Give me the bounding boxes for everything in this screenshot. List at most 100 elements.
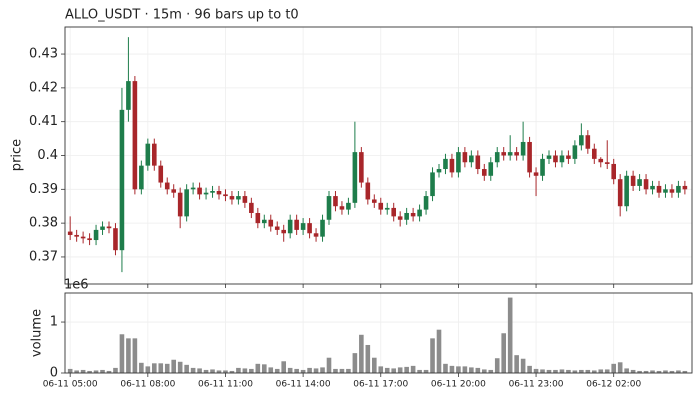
y-tick-label: 0.39 — [29, 182, 58, 197]
candle-body — [74, 234, 79, 237]
volume-bar — [177, 361, 183, 373]
candle-body — [93, 229, 99, 241]
candle-body — [514, 152, 519, 156]
candle-body — [184, 189, 189, 217]
volume-bar — [456, 366, 461, 373]
volume-bar — [113, 367, 118, 373]
candle-body — [139, 165, 144, 190]
candle-body — [527, 141, 532, 173]
candle-body — [274, 226, 280, 230]
volume-bar — [410, 365, 416, 373]
candle-body — [650, 185, 655, 190]
candle-body — [80, 236, 86, 239]
candle-body — [566, 155, 571, 159]
volume-bar — [559, 369, 565, 373]
volume-bar — [300, 369, 306, 373]
candle-body — [216, 191, 222, 195]
y-tick-label: 1 — [50, 315, 58, 330]
volume-bar — [261, 364, 267, 373]
volume-bar — [462, 366, 468, 373]
candle-body — [501, 152, 507, 156]
volume-bar — [676, 370, 681, 373]
volume-bar — [617, 362, 623, 373]
candle-body — [177, 192, 183, 217]
candle-body — [611, 163, 617, 180]
candle-body — [533, 172, 539, 176]
volume-bar — [540, 369, 545, 373]
candle-body — [604, 162, 610, 164]
volume-bar — [268, 367, 274, 373]
volume-bar — [514, 355, 519, 373]
volume-bar — [242, 368, 248, 373]
volume-bar — [443, 363, 448, 373]
x-tick-label: 06-11 20:00 — [431, 380, 486, 390]
volume-bar — [139, 362, 144, 373]
volume-bar — [643, 370, 649, 373]
volume-bar — [223, 370, 228, 373]
volume-bar — [572, 370, 578, 373]
volume-bar — [210, 369, 215, 373]
candle-body — [352, 152, 358, 203]
candle-body — [617, 179, 623, 207]
volume-bar — [591, 370, 597, 373]
volume-bar — [313, 368, 319, 373]
candle-body — [378, 202, 384, 210]
volume-bar — [566, 369, 571, 373]
volume-bar — [449, 365, 455, 373]
volume-bar — [249, 368, 254, 373]
volume-bar — [145, 366, 151, 373]
volume-bar — [630, 369, 636, 373]
volume-bar — [371, 357, 377, 373]
candle-body — [119, 109, 125, 251]
candle-body — [559, 155, 565, 163]
volume-bar — [229, 370, 235, 373]
volume-bar — [579, 369, 584, 373]
volume-bar — [67, 368, 73, 373]
volume-bar — [494, 358, 500, 373]
volume-bar — [507, 297, 513, 373]
volume-bar — [151, 363, 157, 373]
candle-body — [430, 172, 435, 197]
candle-body — [281, 229, 287, 234]
candle-body — [540, 158, 545, 176]
volume-bar — [352, 353, 358, 373]
x-tick-label: 06-11 17:00 — [353, 380, 408, 390]
volume-bar — [74, 370, 79, 373]
volume-bar — [106, 370, 112, 373]
candle-body — [520, 141, 526, 156]
candle-body — [404, 212, 409, 220]
candle-body — [371, 199, 377, 203]
candle-body — [462, 152, 468, 163]
candle-body — [87, 238, 92, 241]
candle-body — [294, 219, 299, 230]
volume-bar — [488, 369, 494, 373]
y-tick-label: 0.43 — [29, 47, 58, 62]
candle-body — [320, 219, 325, 237]
candle-body — [630, 175, 636, 186]
candle-body — [236, 196, 241, 200]
candle-body — [106, 226, 112, 229]
volume-bar — [333, 368, 338, 373]
candle-body — [624, 175, 629, 207]
candle-body — [203, 192, 209, 195]
volume-bar — [469, 367, 474, 373]
candle-body — [113, 228, 118, 251]
volume-bar — [255, 363, 261, 373]
candle-body — [443, 158, 448, 170]
candle-body — [410, 212, 416, 217]
volume-bar — [339, 368, 345, 373]
candle-body — [391, 207, 397, 217]
y-tick-label: 0.37 — [29, 249, 58, 264]
volume-bar — [93, 370, 99, 373]
candle-body — [287, 219, 293, 234]
price-frame — [64, 26, 693, 285]
candle-body — [598, 158, 604, 163]
volume-bar — [346, 368, 351, 373]
candle-body — [132, 81, 138, 190]
y-axis-label: volume — [30, 309, 45, 357]
volume-bar — [650, 370, 655, 373]
volume-bar — [87, 370, 92, 373]
volume-bar — [80, 369, 86, 373]
volume-bar — [184, 364, 189, 373]
